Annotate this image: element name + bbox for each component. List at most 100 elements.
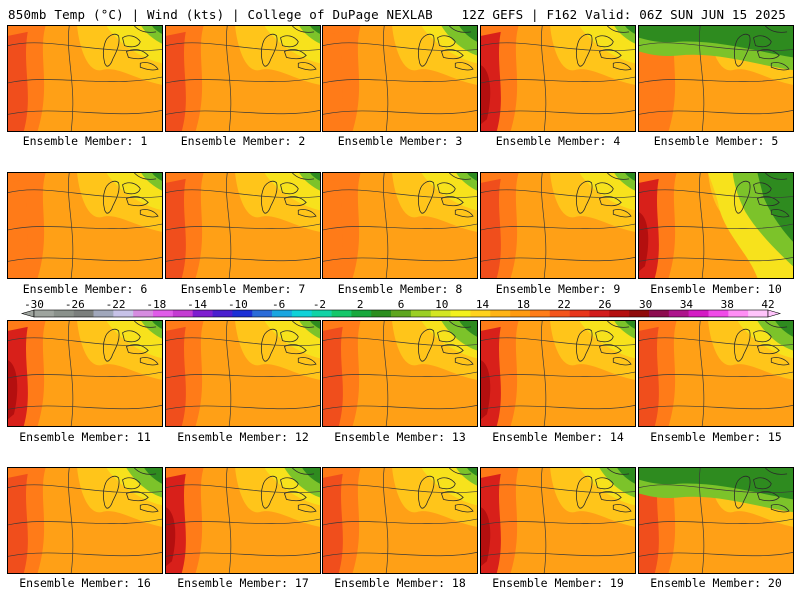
colorbar-swatch: [589, 310, 610, 317]
height-contour: [166, 42, 320, 52]
ensemble-map-panel: [638, 172, 794, 279]
height-contour: [639, 42, 793, 52]
temperature-map: [166, 26, 320, 131]
colorbar-swatch: [351, 310, 372, 317]
height-contour: [383, 468, 389, 573]
colorbar-swatch: [34, 310, 55, 317]
height-contour: [323, 405, 477, 410]
height-contour: [68, 26, 74, 131]
height-contour: [481, 405, 635, 410]
height-contour: [481, 189, 635, 199]
height-contour: [8, 405, 162, 410]
great-lakes-outline: [575, 26, 632, 71]
colorbar-swatch: [648, 310, 670, 317]
height-contour: [166, 337, 320, 347]
height-contour: [481, 371, 635, 379]
colorbar-tick-label: 42: [761, 298, 774, 311]
great-lakes-outline: [733, 321, 790, 366]
ensemble-member-label: Ensemble Member: 6: [22, 282, 148, 296]
height-contour: [699, 468, 705, 573]
temperature-map: [481, 468, 635, 573]
colorbar-swatch: [192, 310, 213, 317]
height-contour: [481, 76, 635, 84]
colorbar-swatch: [470, 310, 491, 317]
colorbar-swatch: [291, 310, 313, 317]
height-contour: [639, 257, 793, 262]
ensemble-member-label: Ensemble Member: 16: [19, 576, 151, 590]
height-contour: [639, 76, 793, 84]
colorbar-swatch: [391, 310, 412, 317]
ensemble-map-panel: [7, 467, 163, 574]
ensemble-map-panel: [480, 467, 636, 574]
colorbar-tick-label: -6: [272, 298, 285, 311]
colorbar-swatch: [272, 310, 293, 317]
ensemble-map-panel: [165, 320, 321, 427]
great-lakes-outline: [102, 321, 159, 366]
colorbar-swatch: [331, 310, 352, 317]
temperature-map: [323, 468, 477, 573]
temperature-map: [8, 321, 162, 426]
colorbar-swatch: [53, 310, 74, 317]
colorbar-arrow-low: [20, 309, 35, 318]
height-contour: [541, 26, 547, 131]
height-contour: [699, 173, 705, 278]
height-contour: [541, 468, 547, 573]
height-contour: [481, 518, 635, 526]
colorbar-swatch: [708, 310, 729, 317]
height-contour: [68, 321, 74, 426]
colorbar-swatch: [549, 310, 570, 317]
height-contour: [8, 189, 162, 199]
height-contour: [541, 321, 547, 426]
height-contour: [323, 484, 477, 494]
colorbar-tick-label: 6: [398, 298, 405, 311]
height-contour: [481, 110, 635, 115]
height-contour: [541, 173, 547, 278]
ensemble-member-label: Ensemble Member: 15: [650, 430, 782, 444]
temperature-map: [166, 468, 320, 573]
colorbar-tick-label: -2: [313, 298, 326, 311]
temperature-map: [639, 468, 793, 573]
great-lakes-outline: [417, 173, 474, 218]
height-contour: [323, 337, 477, 347]
colorbar-tick-label: 38: [721, 298, 734, 311]
height-contour: [481, 42, 635, 52]
height-contour: [481, 484, 635, 494]
great-lakes-outline: [575, 321, 632, 366]
colorbar-tick-label: 18: [517, 298, 530, 311]
temperature-map: [323, 321, 477, 426]
height-contour: [226, 26, 232, 131]
temperature-map: [166, 173, 320, 278]
ensemble-member-label: Ensemble Member: 9: [495, 282, 621, 296]
height-contour: [8, 518, 162, 526]
ensemble-map-panel: [638, 25, 794, 132]
height-contour: [323, 110, 477, 115]
ensemble-member-label: Ensemble Member: 10: [650, 282, 782, 296]
colorbar-swatch: [748, 310, 769, 317]
ensemble-map-panel: [7, 320, 163, 427]
colorbar-swatch: [73, 310, 94, 317]
colorbar-tick-label: -30: [24, 298, 44, 311]
height-contour: [481, 257, 635, 262]
colorbar-swatch: [688, 310, 709, 317]
ensemble-member-label: Ensemble Member: 2: [180, 134, 306, 148]
height-contour: [226, 173, 232, 278]
colorbar-swatch: [450, 310, 471, 317]
height-contour: [68, 468, 74, 573]
height-contour: [481, 337, 635, 347]
ensemble-map-panel: [7, 25, 163, 132]
great-lakes-outline: [102, 468, 159, 513]
great-lakes-outline: [417, 26, 474, 71]
temperature-map: [8, 173, 162, 278]
height-contour: [166, 189, 320, 199]
height-contour: [323, 223, 477, 231]
height-contour: [226, 468, 232, 573]
height-contour: [699, 26, 705, 131]
colorbar-swatch: [252, 310, 273, 317]
great-lakes-outline: [575, 173, 632, 218]
colorbar-tick-label: 2: [357, 298, 364, 311]
temperature-map: [639, 173, 793, 278]
height-contour: [383, 173, 389, 278]
great-lakes-outline: [733, 26, 790, 71]
colorbar-swatch: [93, 310, 114, 317]
ensemble-member-label: Ensemble Member: 3: [337, 134, 463, 148]
